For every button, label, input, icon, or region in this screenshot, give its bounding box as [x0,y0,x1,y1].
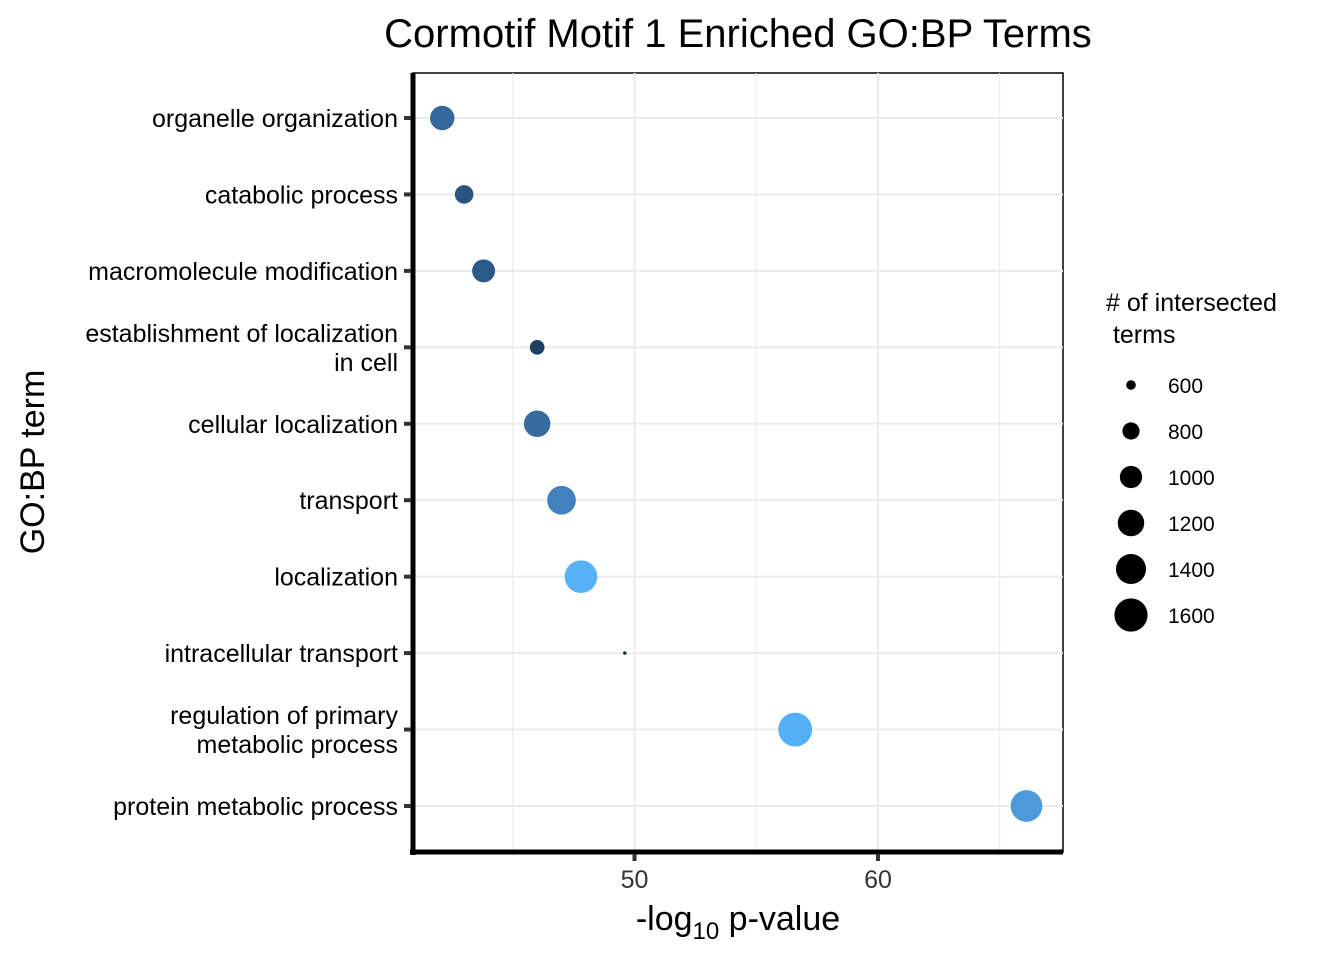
legend-size-key [1126,380,1136,390]
data-point [454,185,474,204]
y-tick-label: establishment of localization [85,320,398,348]
y-tick-label: organelle organization [152,105,398,133]
y-tick-label: transport [299,487,398,515]
x-axis-ticks: 50 60 [621,854,892,894]
plot-panel [412,72,1064,853]
legend-label: 1600 [1168,605,1215,628]
legend-label: 1400 [1168,559,1215,582]
chart-title: Cormotif Motif 1 Enriched GO:BP Terms [384,12,1092,56]
x-axis-label: -log10 p-value [636,900,840,945]
y-axis-ticks: organelle organization catabolic process m… [85,105,411,821]
legend-label: 1200 [1168,513,1215,536]
data-point [564,560,598,593]
legend-size-key [1114,598,1148,632]
grid-lines [413,73,1063,852]
y-tick-label: cellular localization [188,411,398,439]
legend-entries: 600 800 1000 1200 1400 1600 [1114,375,1215,632]
data-point [623,651,627,655]
y-tick-label: intracellular transport [165,640,398,668]
data-point [1010,790,1043,822]
data-point [429,105,455,131]
legend-size-key [1117,509,1145,537]
x-axis-label-subscript: 10 [693,918,720,945]
y-tick-label: localization [274,564,398,592]
legend-title-line1: # of intersected [1106,289,1277,317]
x-tick-label: 50 [621,866,649,894]
legend-size-key [1119,465,1143,489]
data-point [778,712,813,747]
data-point [547,485,576,515]
legend-label: 600 [1168,375,1203,398]
data-point [523,410,551,438]
legend-label: 800 [1168,421,1203,444]
x-axis-label-rest: p-value [719,900,840,938]
y-tick-label: protein metabolic process [113,793,398,821]
legend-size-key [1115,553,1147,585]
legend-size-key [1122,422,1140,440]
data-point [472,259,496,283]
y-tick-label: catabolic process [205,181,398,209]
y-tick-label: in cell [334,349,398,377]
legend-title-line2: terms [1106,321,1175,349]
y-axis-label: GO:BP term [14,370,52,555]
x-axis-label-main: -log [636,900,693,938]
x-tick-label: 60 [864,866,892,894]
y-tick-label: macromolecule modification [88,258,398,286]
y-tick-label: regulation of primary [170,702,398,730]
y-tick-label: metabolic process [197,731,398,759]
size-legend: # of intersected terms 600 800 1000 1200 140… [1106,289,1277,632]
data-point [529,340,545,355]
legend-label: 1000 [1168,467,1215,490]
data-points [429,105,1043,822]
